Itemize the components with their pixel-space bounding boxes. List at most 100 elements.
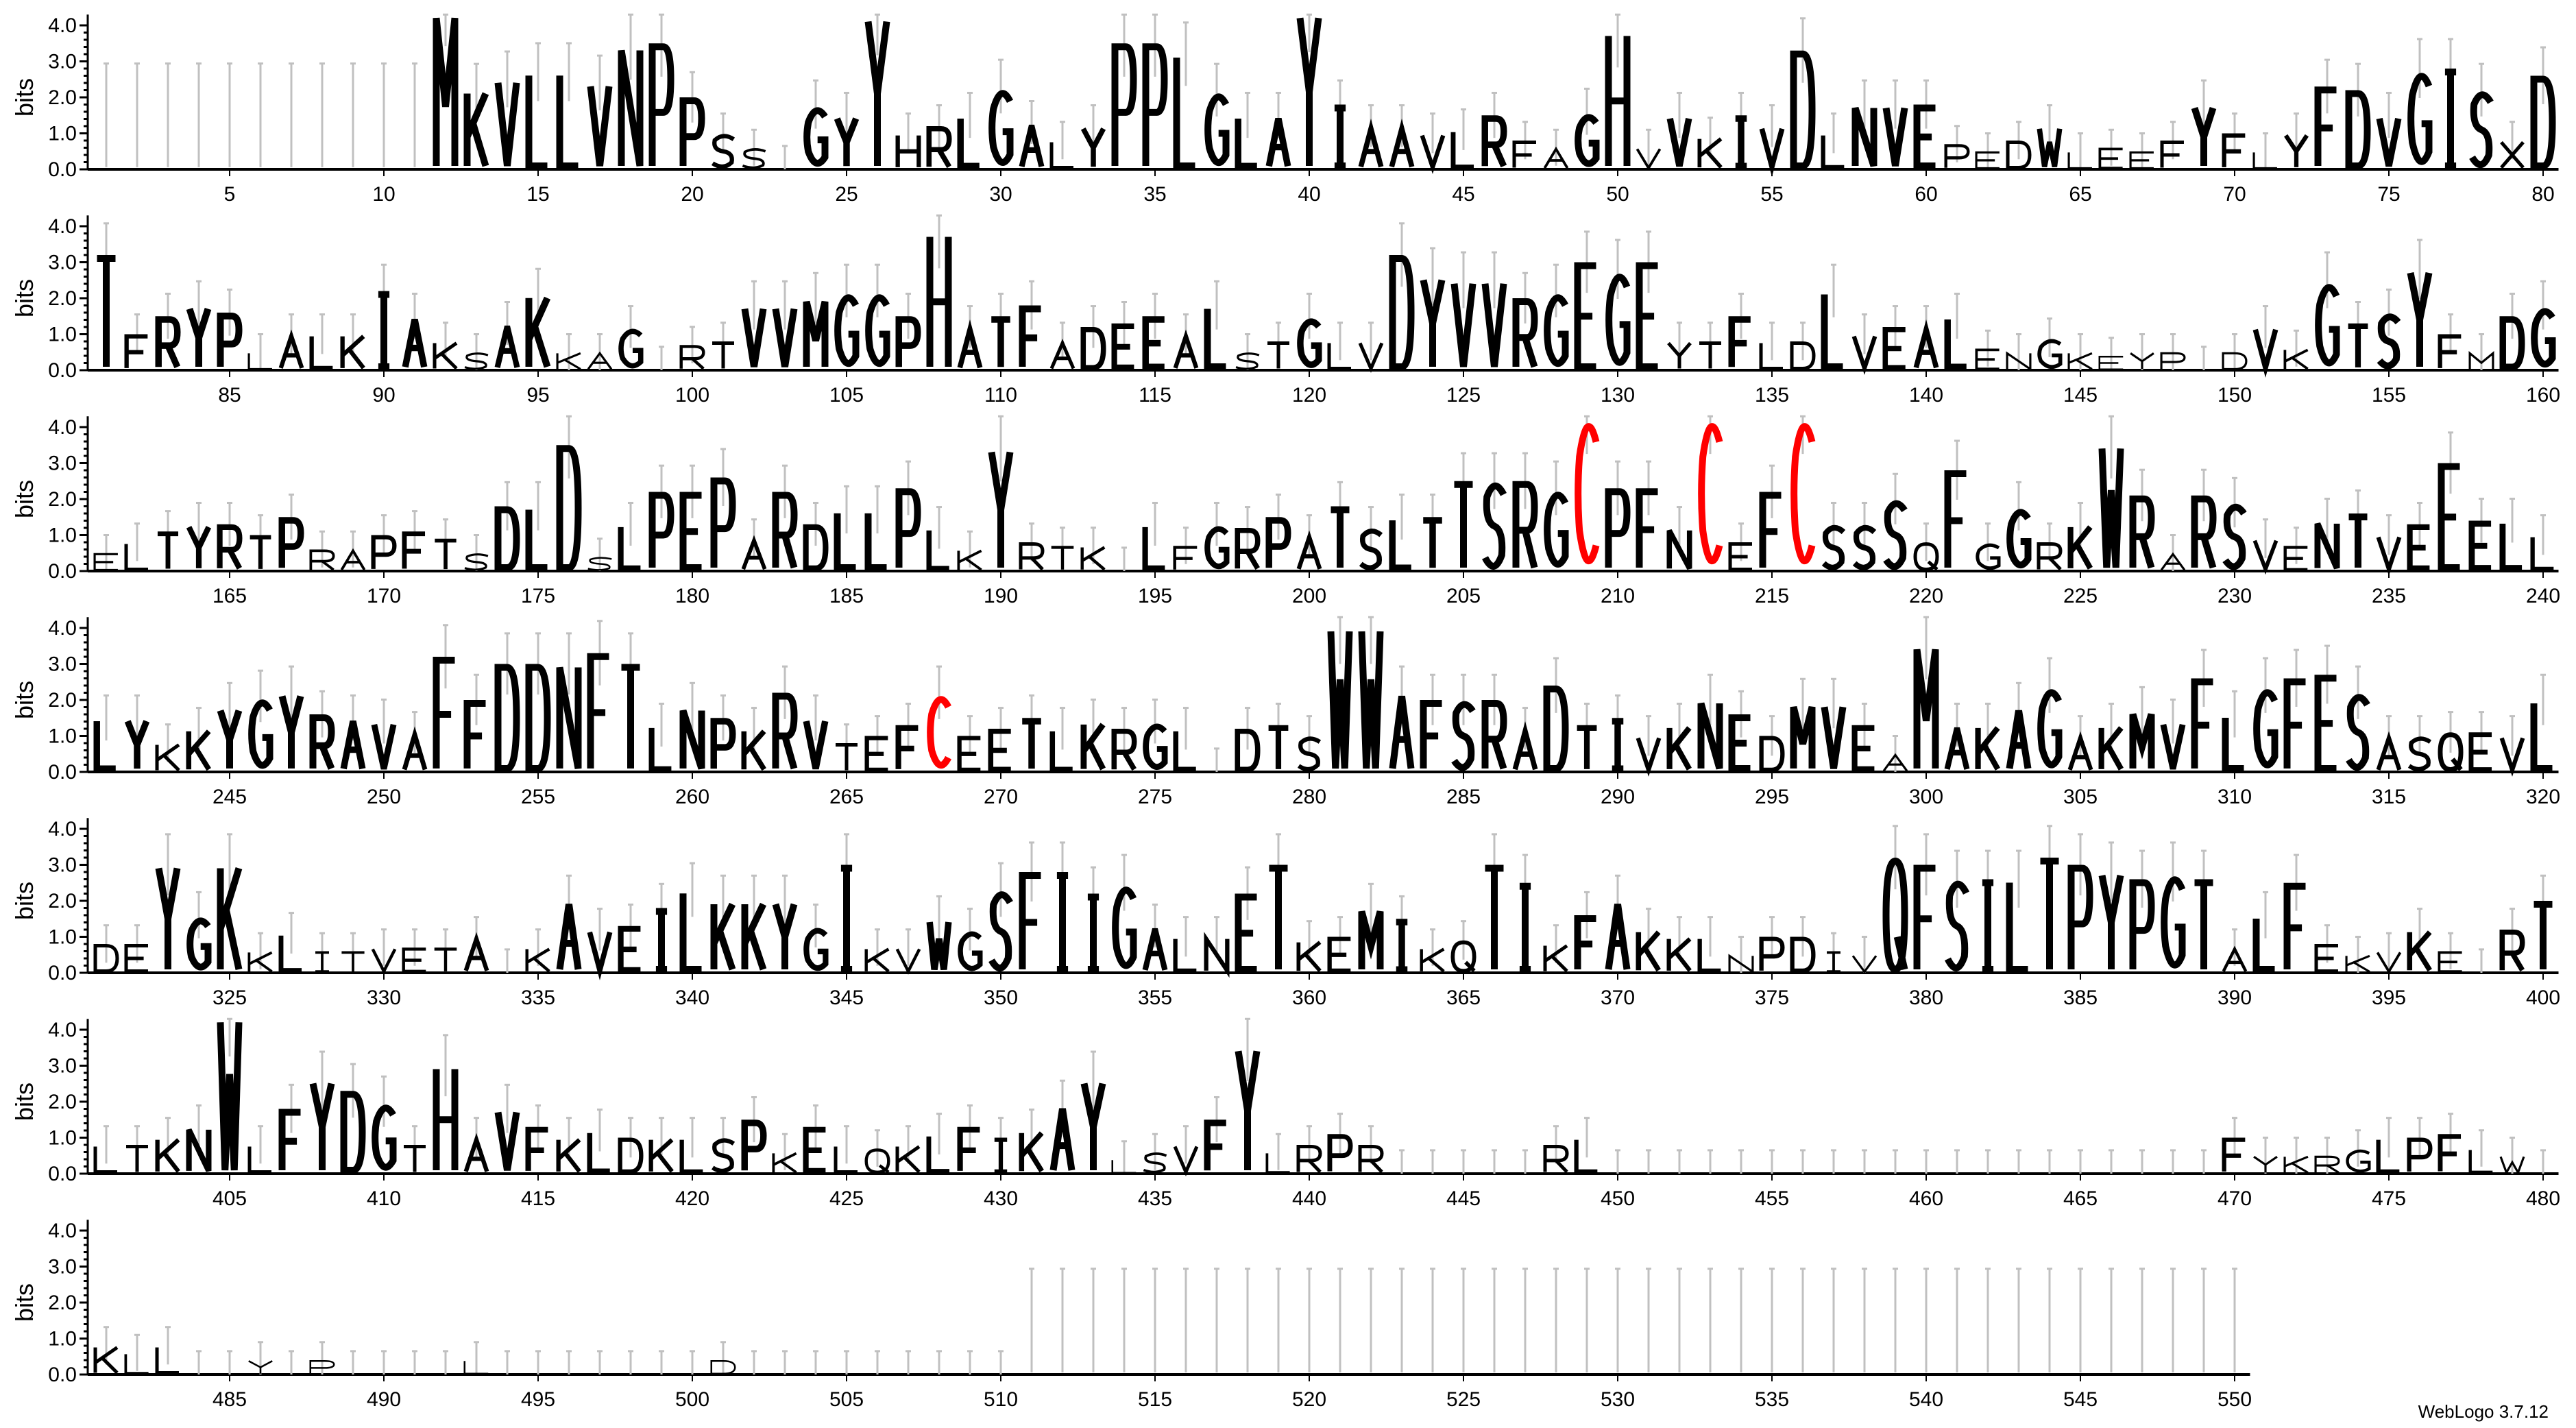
logo-letter-L (2010, 883, 2028, 970)
x-tick-label: 100 (675, 384, 709, 407)
logo-letter-E (2100, 149, 2122, 168)
logo-letter-A (498, 326, 518, 367)
x-tick-label: 235 (2372, 585, 2406, 607)
logo-letter-A (1269, 119, 1288, 166)
logo-letter-Y (282, 697, 301, 769)
logo-letter-D (620, 1140, 642, 1172)
logo-letter-V (498, 1113, 517, 1171)
logo-letter-L (281, 936, 302, 971)
logo-letter-L (1577, 1140, 1598, 1172)
logo-letter-L (125, 1354, 148, 1373)
y-axis-label: bits (10, 279, 38, 317)
logo-letter-G (252, 703, 269, 765)
y-axis-label: bits (10, 78, 38, 117)
logo-letter-R (681, 346, 704, 368)
y-tick-label: 1.0 (48, 524, 77, 547)
x-tick-label: 480 (2526, 1187, 2560, 1210)
x-tick-label: 195 (1138, 585, 1172, 607)
logo-letter-N (2318, 524, 2337, 568)
logo-letter-D (2223, 353, 2246, 369)
logo-letter-F (1917, 869, 1936, 970)
x-tick-label: 375 (1755, 987, 1789, 1009)
logo-letter-A (466, 939, 487, 971)
logo-letter-L (683, 893, 702, 969)
logo-letter-L (1825, 295, 1843, 367)
x-tick-label: 200 (1292, 585, 1326, 607)
logo-letter-L (1113, 1160, 1136, 1172)
logo-letter-P (1269, 520, 1288, 568)
logo-letter-V (1637, 149, 1660, 168)
logo-letter-L (529, 510, 548, 568)
y-tick-label: 2.0 (48, 488, 77, 511)
logo-letter-S (992, 895, 1010, 968)
logo-letter-G (1146, 727, 1165, 767)
logo-letter-W (1362, 631, 1381, 769)
logo-letter-T (435, 541, 456, 570)
logo-letter-C (1701, 426, 1719, 561)
logo-letter-G (1609, 277, 1627, 362)
x-tick-label: 145 (2063, 384, 2098, 407)
logo-letter-N (1856, 108, 1874, 167)
logo-letter-K (1669, 939, 1690, 971)
logo-letter-Y (2254, 1157, 2277, 1172)
logo-letter-S (588, 558, 611, 570)
logo-letter-D (1762, 738, 1783, 770)
logo-letter-G (190, 921, 208, 967)
y-tick-label: 1.0 (48, 324, 77, 346)
x-tick-label: 485 (212, 1388, 247, 1411)
logo-letter-L (682, 1140, 703, 1172)
logo-letter-L (1052, 731, 1072, 769)
logo-letter-A (588, 353, 611, 369)
logo-letter-E (2410, 527, 2430, 568)
x-tick-label: 90 (372, 384, 395, 407)
logo-letter-W (2501, 1157, 2524, 1172)
logo-letter-T (712, 343, 734, 369)
logo-letter-Y (2286, 136, 2307, 167)
logo-letter-S (1824, 528, 1844, 568)
x-tick-label: 435 (1138, 1187, 1172, 1210)
logo-letter-L (1823, 136, 1845, 167)
y-tick-label: 1.0 (48, 1127, 77, 1150)
logo-letter-W (2102, 448, 2121, 568)
y-tick-label: 0.0 (48, 359, 77, 382)
logo-letter-K (529, 298, 548, 367)
logo-letter-M (1362, 912, 1381, 970)
logo-letter-L (250, 1147, 271, 1172)
logo-letter-V (1886, 108, 1905, 167)
logo-letter-K (1670, 728, 1690, 769)
x-tick-label: 300 (1909, 786, 1943, 808)
logo-letter-L (1208, 309, 1226, 367)
logo-letter-D (2503, 319, 2522, 367)
logo-letter-D (95, 946, 117, 971)
logo-letter-R (1516, 485, 1535, 568)
x-tick-label: 415 (521, 1187, 555, 1210)
logo-letter-R (1485, 119, 1504, 166)
logo-letter-N (560, 668, 579, 769)
logo-letter-T (97, 258, 116, 367)
logo-letter-V (1825, 707, 1843, 769)
logo-letter-A (1544, 149, 1567, 168)
logo-letter-E (126, 946, 148, 971)
logo-letter-L (929, 1137, 949, 1172)
x-tick-label: 140 (1909, 384, 1943, 407)
logo-letter-K (221, 869, 239, 970)
y-tick-label: 4.0 (48, 1019, 77, 1041)
logo-letter-L (157, 1348, 179, 1373)
x-tick-label: 350 (984, 987, 1018, 1009)
logo-letter-A (341, 550, 364, 570)
logo-letter-Y (2102, 875, 2121, 969)
logo-letter-A (960, 330, 980, 367)
logo-letter-W (221, 1022, 239, 1170)
logo-letter-Q (1886, 861, 1905, 969)
y-tick-label: 2.0 (48, 1091, 77, 1113)
logo-letter-K (158, 1140, 179, 1172)
y-axis-label: bits (10, 480, 38, 518)
x-tick-label: 545 (2063, 1388, 2098, 1411)
logo-letter-K (897, 1147, 919, 1172)
logo-letter-D (1793, 939, 1814, 971)
logo-letter-V (1455, 284, 1473, 367)
logo-letter-L (1947, 319, 1967, 367)
logo-letter-F (127, 337, 148, 368)
logo-letter-S (1485, 486, 1504, 566)
logo-letter-Y (189, 527, 209, 568)
